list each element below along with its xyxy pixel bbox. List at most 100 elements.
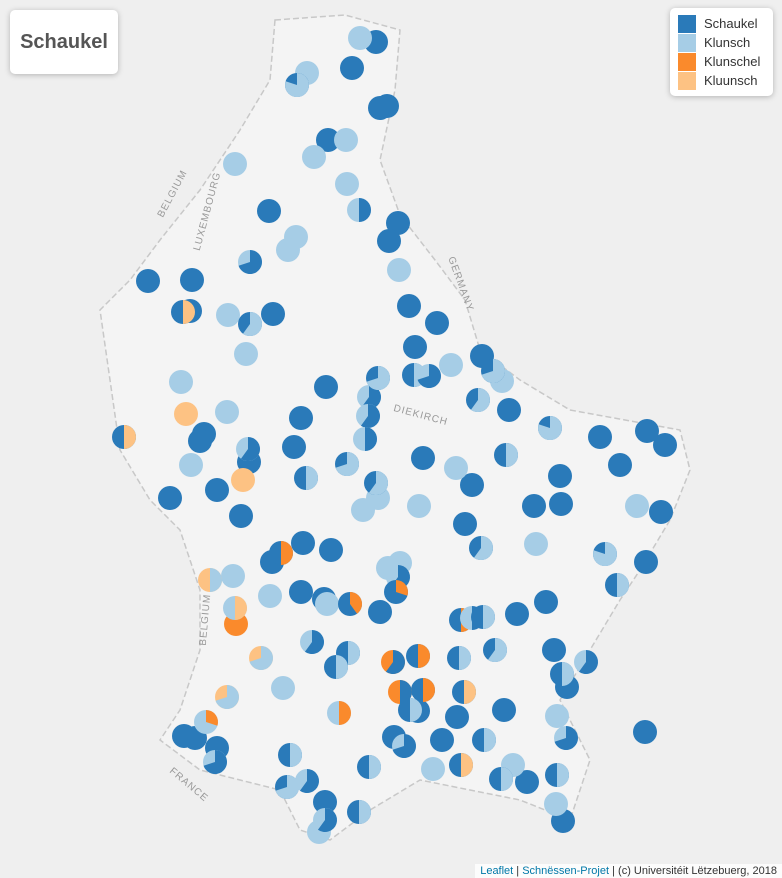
pie-marker[interactable] — [492, 698, 516, 722]
pie-marker[interactable] — [335, 452, 359, 476]
pie-marker[interactable] — [231, 468, 255, 492]
pie-marker[interactable] — [313, 808, 338, 832]
pie-marker[interactable] — [460, 473, 484, 497]
pie-marker[interactable] — [524, 532, 548, 556]
pie-marker[interactable] — [357, 385, 382, 410]
pie-marker[interactable] — [593, 542, 617, 567]
pie-marker[interactable] — [633, 720, 657, 744]
pie-marker[interactable] — [481, 359, 506, 383]
pie-marker[interactable] — [635, 419, 659, 443]
pie-marker[interactable] — [398, 698, 422, 722]
pie-marker[interactable] — [205, 478, 229, 502]
pie-marker[interactable] — [381, 650, 405, 674]
pie-marker[interactable] — [295, 769, 320, 793]
pie-marker[interactable] — [271, 676, 295, 700]
pie-marker[interactable] — [289, 580, 313, 604]
pie-marker[interactable] — [234, 342, 258, 366]
pie-marker[interactable] — [236, 437, 260, 461]
pie-marker[interactable] — [649, 500, 673, 524]
pie-marker[interactable] — [291, 531, 315, 555]
pie-marker[interactable] — [550, 662, 574, 686]
pie-marker[interactable] — [324, 655, 348, 679]
pie-marker[interactable] — [439, 353, 463, 377]
pie-marker[interactable] — [534, 590, 558, 614]
pie-marker[interactable] — [316, 128, 340, 152]
pie-marker[interactable] — [300, 630, 324, 655]
pie-marker[interactable] — [472, 728, 496, 752]
pie-marker[interactable] — [327, 701, 351, 725]
pie-marker[interactable] — [605, 573, 629, 597]
pie-marker[interactable] — [347, 198, 371, 222]
pie-marker[interactable] — [392, 734, 416, 758]
pie-marker[interactable] — [377, 229, 401, 253]
pie-marker[interactable] — [497, 398, 521, 422]
pie-marker[interactable] — [411, 446, 435, 470]
pie-marker[interactable] — [315, 592, 339, 616]
pie-marker[interactable] — [406, 644, 430, 668]
pie-marker[interactable] — [353, 427, 377, 451]
pie-marker[interactable] — [515, 770, 539, 794]
pie-marker[interactable] — [430, 728, 454, 752]
pie-marker[interactable] — [276, 238, 300, 262]
pie-marker[interactable] — [403, 335, 427, 359]
pie-marker[interactable] — [469, 536, 494, 560]
pie-marker[interactable] — [278, 743, 302, 767]
pie-marker[interactable] — [634, 550, 658, 574]
pie-marker[interactable] — [489, 767, 513, 791]
pie-marker[interactable] — [447, 646, 471, 670]
pie-marker[interactable] — [466, 388, 491, 413]
pie-marker[interactable] — [334, 128, 358, 152]
pie-marker[interactable] — [384, 580, 408, 604]
pie-marker[interactable] — [421, 757, 445, 781]
pie-marker[interactable] — [238, 250, 263, 275]
pie-marker[interactable] — [356, 404, 381, 428]
pie-marker[interactable] — [171, 300, 195, 324]
pie-marker[interactable] — [158, 486, 182, 510]
pie-marker[interactable] — [215, 685, 240, 709]
pie-marker[interactable] — [282, 435, 306, 459]
pie-marker[interactable] — [542, 638, 566, 662]
pie-marker[interactable] — [285, 73, 309, 97]
pie-marker[interactable] — [112, 425, 136, 449]
pie-marker[interactable] — [294, 466, 318, 490]
pie-marker[interactable] — [411, 678, 435, 702]
pie-marker[interactable] — [425, 311, 449, 335]
pie-marker[interactable] — [554, 726, 578, 750]
pie-marker[interactable] — [223, 152, 247, 176]
pie-marker[interactable] — [505, 602, 529, 626]
pie-marker[interactable] — [313, 790, 337, 814]
leaflet-link[interactable]: Leaflet — [480, 865, 514, 877]
pie-marker[interactable] — [449, 753, 473, 777]
pie-marker[interactable] — [335, 172, 359, 196]
pie-marker[interactable] — [574, 650, 599, 674]
pie-marker[interactable] — [625, 494, 649, 518]
pie-marker[interactable] — [338, 592, 362, 616]
pie-marker[interactable] — [445, 705, 469, 729]
pie-marker[interactable] — [351, 498, 375, 522]
pie-marker[interactable] — [216, 303, 240, 327]
pie-marker[interactable] — [188, 429, 212, 453]
pie-marker[interactable] — [375, 94, 399, 118]
pie-marker[interactable] — [258, 584, 282, 608]
pie-marker[interactable] — [257, 199, 281, 223]
pie-marker[interactable] — [314, 375, 338, 399]
pie-marker[interactable] — [169, 370, 193, 394]
pie-marker[interactable] — [261, 302, 285, 326]
pie-marker[interactable] — [653, 433, 677, 457]
pie-marker[interactable] — [221, 564, 245, 588]
pie-marker[interactable] — [229, 504, 253, 528]
pie-marker[interactable] — [357, 755, 381, 779]
pie-marker[interactable] — [238, 312, 262, 336]
pie-marker[interactable] — [364, 471, 388, 495]
pie-marker[interactable] — [174, 402, 198, 426]
pie-marker[interactable] — [269, 541, 293, 565]
pie-marker[interactable] — [471, 605, 495, 629]
pie-marker[interactable] — [453, 512, 477, 536]
pie-marker[interactable] — [387, 258, 411, 282]
pie-marker[interactable] — [215, 400, 239, 424]
pie-marker[interactable] — [522, 494, 546, 518]
pie-marker[interactable] — [452, 680, 476, 704]
pie-marker[interactable] — [368, 600, 392, 624]
pie-marker[interactable] — [444, 456, 468, 480]
pie-marker[interactable] — [417, 364, 441, 389]
